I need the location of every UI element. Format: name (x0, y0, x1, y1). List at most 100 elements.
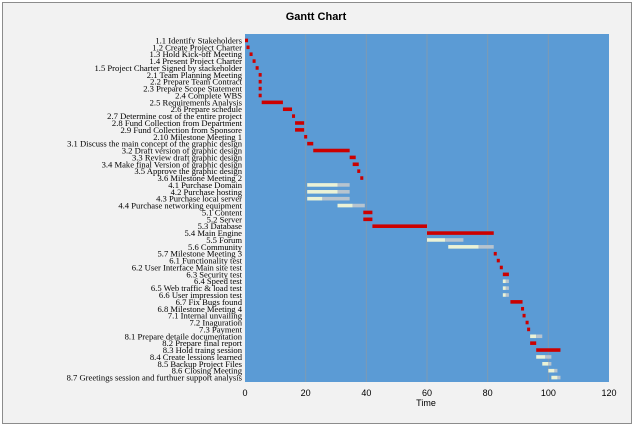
task-bar (427, 231, 494, 235)
task-slack-bar (322, 196, 350, 201)
task-label: 2.3 Prepare Scope Statement (143, 84, 242, 94)
task-label: 2.8 Fund Collection from Department (112, 118, 243, 128)
task-label: 4.2 Purchase hosting (171, 187, 243, 197)
task-bar (372, 224, 427, 228)
task-slack-bar (505, 293, 509, 297)
task-slack-bar (505, 286, 509, 290)
x-tick-label: 0 (242, 388, 247, 398)
task-bar (527, 327, 531, 332)
task-bar (292, 114, 296, 118)
task-label: 1.3 Hold Kick-off Meeting (150, 49, 243, 59)
task-bar (502, 293, 506, 297)
task-label: 7.1 Internal unvailing (168, 311, 243, 321)
task-bar (363, 210, 373, 215)
task-bar (258, 86, 262, 91)
task-label: 3.2 Draft version of graphic design (122, 146, 243, 156)
task-bar (530, 334, 537, 339)
task-bar (307, 196, 323, 201)
task-slack-bar (337, 190, 350, 194)
task-label: 8.3 Hold traing session (163, 345, 243, 355)
x-tick-label: 80 (483, 388, 493, 398)
task-slack-bar (505, 279, 509, 284)
task-bar (360, 176, 364, 180)
task-label: 6.6 User impression test (159, 290, 243, 300)
x-tick-label: 120 (601, 388, 616, 398)
task-label: 1.5 Project Charter Signed by stackehold… (95, 63, 243, 73)
task-label: 6.5 Web traffic & load test (151, 283, 243, 293)
task-bar (542, 362, 549, 366)
task-label: 4.1 Purchase Domain (168, 180, 242, 190)
x-tick-label: 100 (541, 388, 556, 398)
task-label: 3.1 Discuss the main concept of the grap… (67, 139, 243, 149)
task-bar (255, 66, 259, 70)
task-label: 5.5 Forum (206, 235, 242, 245)
task-label: 2.4 Complete WBS (175, 90, 242, 100)
task-bar (307, 183, 338, 187)
task-bar (252, 59, 256, 63)
task-label: 8.2 Prepare final report (162, 338, 242, 348)
task-label: 7.2 Inaguration (189, 318, 242, 328)
task-bar (427, 238, 446, 242)
task-label: 3.6 Milestone Meeting 2 (158, 173, 243, 183)
task-bar (258, 73, 262, 77)
task-bar (258, 79, 262, 84)
task-slack-bar (548, 362, 552, 366)
task-label: 2.7 Determine cost of the entire project (107, 111, 242, 121)
task-label: 2.6 Prepare schedule (171, 104, 243, 114)
task-bar (502, 272, 509, 277)
task-bar (295, 128, 305, 132)
task-bar (249, 52, 253, 56)
gantt-chart: Gantt Chart 1.1 Identify Stakeholders1.2… (67, 11, 617, 408)
task-label: 6.4 Speed test (194, 276, 243, 286)
task-bar (261, 100, 283, 105)
task-label: 5.2 Server (207, 214, 242, 224)
task-label: 2.5 Requirements Analysis (150, 97, 243, 107)
task-bar (307, 141, 314, 146)
x-tick-label: 60 (422, 388, 432, 398)
task-bar (551, 375, 558, 380)
x-tick-label: 40 (361, 388, 371, 398)
task-label: 8.1 Prepare detaile documentation (125, 331, 243, 341)
task-label: 2.10 Milestone Meeting 1 (153, 132, 242, 142)
task-bar (536, 348, 561, 352)
task-label: 4.3 Purchase local server (156, 194, 242, 204)
task-label: 6.2 User Interface Main site test (132, 262, 243, 272)
task-bar (525, 320, 529, 325)
task-label: 6.8 Milestone Meeting 4 (158, 304, 243, 314)
task-label: 1.1 Identify Stakeholders (155, 35, 242, 45)
chart-title: Gantt Chart (286, 11, 347, 23)
task-bar (304, 134, 308, 139)
task-bar (295, 121, 305, 125)
task-label: 5.1 Content (202, 207, 243, 217)
task-bar (245, 38, 249, 43)
task-slack-bar (536, 334, 543, 339)
task-label: 1.4 Present Project Charter (149, 56, 242, 66)
task-label: 5.4 Main Engine (184, 228, 242, 238)
task-slack-bar (557, 375, 561, 380)
task-bar (313, 148, 350, 153)
task-bar (352, 162, 359, 167)
task-label: 2.9 Fund Collection from Sponsore (120, 125, 242, 135)
x-axis-title: Time (416, 398, 436, 408)
task-bar (499, 265, 503, 270)
task-label: 3.5 Approve the graphic design (134, 166, 242, 176)
task-bar (448, 245, 479, 249)
task-label: 5.3 Database (198, 221, 243, 231)
task-bar (502, 286, 506, 290)
task-slack-bar (554, 368, 558, 373)
task-label: 8.4 Create lessions learned (150, 352, 243, 362)
task-bar (363, 217, 373, 222)
task-bar (496, 258, 500, 263)
task-label: 5.7 Milestone Meeting 3 (158, 249, 243, 259)
task-slack-bar (478, 245, 494, 249)
task-label: 2.1 Team Planning Meeting (147, 70, 243, 80)
task-bar (522, 313, 526, 318)
task-bar (282, 107, 293, 112)
task-label: 3.4 Make final Version of graphic design (102, 159, 243, 169)
task-slack-bar (352, 203, 365, 208)
task-slack-bar (445, 238, 464, 242)
task-bar (548, 368, 555, 373)
task-label: 8.5 Backup Project Files (158, 359, 243, 369)
task-bar (530, 341, 537, 345)
